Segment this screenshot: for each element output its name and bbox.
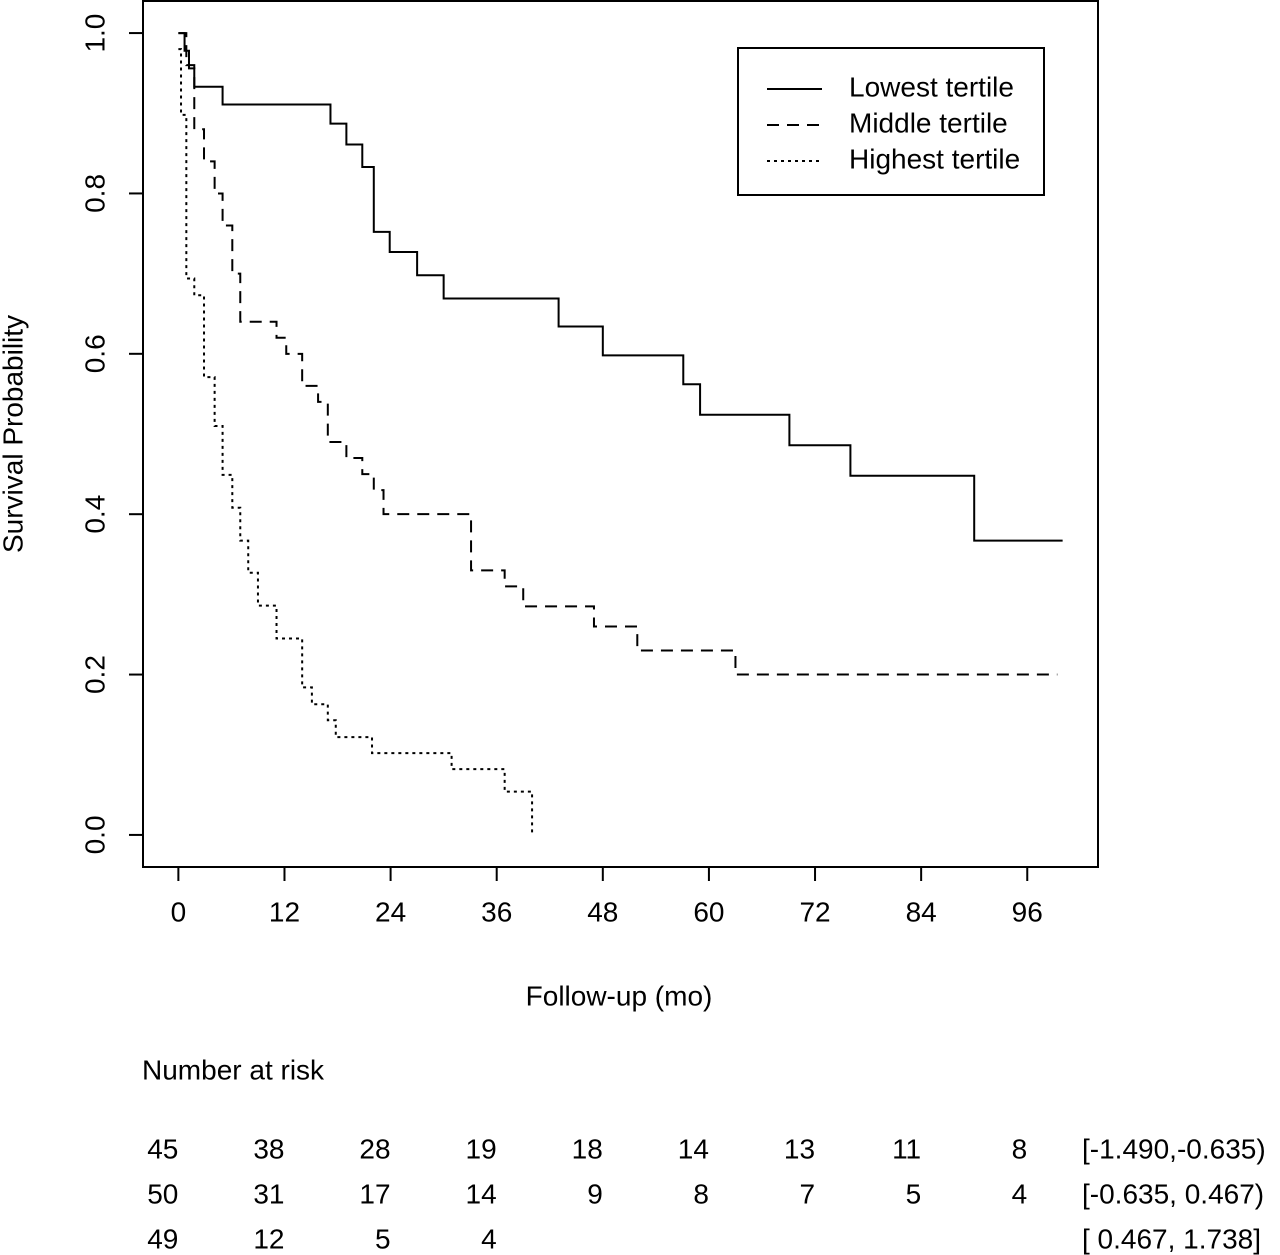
risk-count: 4 bbox=[1012, 1178, 1028, 1209]
x-axis-label: Follow-up (mo) bbox=[526, 980, 713, 1011]
x-tick-label: 60 bbox=[693, 896, 724, 927]
survival-curve bbox=[178, 32, 1058, 676]
risk-count: 4 bbox=[481, 1223, 497, 1254]
risk-count: 8 bbox=[693, 1178, 709, 1209]
risk-count: 12 bbox=[253, 1223, 284, 1254]
legend-label: Lowest tertile bbox=[849, 71, 1014, 102]
risk-count: 49 bbox=[147, 1223, 178, 1254]
risk-count: 14 bbox=[678, 1133, 709, 1164]
risk-count: 17 bbox=[359, 1178, 390, 1209]
risk-row-label: [-0.635, 0.467) bbox=[1082, 1178, 1264, 1209]
legend-box bbox=[737, 47, 1045, 196]
risk-count: 13 bbox=[784, 1133, 815, 1164]
risk-count: 14 bbox=[466, 1178, 497, 1209]
y-axis-label: Survival Probability bbox=[0, 315, 28, 553]
x-tick-label: 24 bbox=[375, 896, 406, 927]
risk-count: 11 bbox=[892, 1133, 921, 1164]
legend-label: Highest tertile bbox=[849, 143, 1020, 174]
risk-count: 31 bbox=[253, 1178, 284, 1209]
risk-count: 38 bbox=[253, 1133, 284, 1164]
risk-table-title: Number at risk bbox=[142, 1054, 325, 1085]
y-tick-label: 0.8 bbox=[79, 174, 110, 213]
y-tick-label: 0.6 bbox=[79, 334, 110, 373]
y-tick-label: 1.0 bbox=[79, 14, 110, 53]
x-tick-label: 12 bbox=[269, 896, 300, 927]
x-tick-label: 0 bbox=[171, 896, 187, 927]
risk-count: 45 bbox=[147, 1133, 178, 1164]
x-tick-label: 84 bbox=[906, 896, 937, 927]
x-tick-label: 48 bbox=[587, 896, 618, 927]
risk-count: 18 bbox=[572, 1133, 603, 1164]
x-tick-label: 36 bbox=[481, 896, 512, 927]
risk-row-label: [ 0.467, 1.738] bbox=[1082, 1223, 1261, 1254]
x-tick-label: 72 bbox=[799, 896, 830, 927]
risk-count: 7 bbox=[799, 1178, 815, 1209]
y-tick-label: 0.0 bbox=[79, 815, 110, 854]
risk-count: 19 bbox=[466, 1133, 497, 1164]
legend-label: Middle tertile bbox=[849, 107, 1008, 138]
survival-curve bbox=[178, 32, 1063, 542]
y-tick-label: 0.2 bbox=[79, 655, 110, 694]
y-tick-label: 0.4 bbox=[79, 495, 110, 534]
risk-count: 5 bbox=[375, 1223, 391, 1254]
risk-row-label: [-1.490,-0.635) bbox=[1082, 1133, 1266, 1164]
plot-frame bbox=[142, 0, 1099, 868]
risk-count: 28 bbox=[359, 1133, 390, 1164]
survival-curve bbox=[178, 48, 534, 835]
risk-count: 9 bbox=[587, 1178, 603, 1209]
risk-count: 8 bbox=[1012, 1133, 1028, 1164]
risk-count: 5 bbox=[906, 1178, 922, 1209]
risk-count: 50 bbox=[147, 1178, 178, 1209]
x-tick-label: 96 bbox=[1012, 896, 1043, 927]
